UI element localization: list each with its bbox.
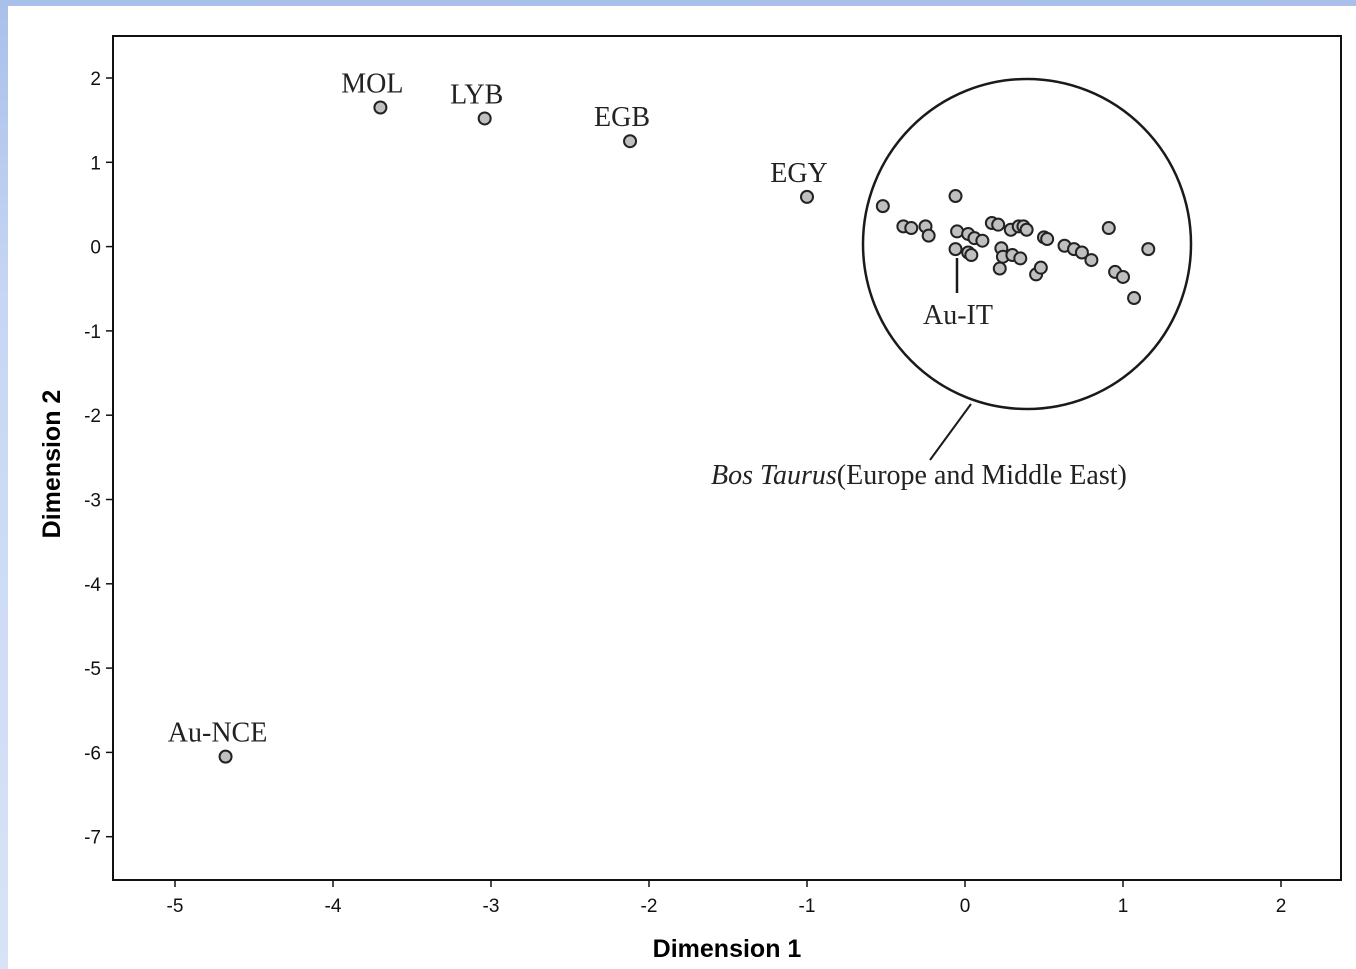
x-axis: -5 -4 -3 -2 -1 0 1 2 — [167, 880, 1287, 917]
cluster-point — [1116, 269, 1130, 284]
x-tick-label: -1 — [799, 896, 816, 917]
labeled-point — [218, 749, 233, 764]
cluster-point — [991, 217, 1006, 232]
cluster-point — [948, 242, 963, 257]
cluster-point — [1040, 232, 1055, 247]
cluster-point — [1013, 251, 1028, 266]
labeled-point — [477, 111, 492, 126]
y-axis: 2 1 0 -1 -2 -3 -4 -5 -6 -7 — [84, 69, 113, 849]
scatter-chart: 2 1 0 -1 -2 -3 -4 -5 -6 -7 -5 -4 -3 -2 -1 0 1 2 MOL LYB EG… — [38, 35, 1342, 963]
labeled-point — [373, 100, 388, 115]
cluster-point — [904, 221, 919, 236]
cluster-point — [921, 228, 936, 243]
y-tick-label: -6 — [84, 743, 101, 764]
cluster-point — [948, 189, 963, 204]
cluster-point — [1141, 242, 1156, 257]
group-label-italic: Bos Taurus — [711, 460, 837, 491]
labeled-point — [800, 189, 814, 204]
point-label: EGY — [770, 158, 828, 189]
cluster-point — [1084, 253, 1099, 268]
cluster-point — [992, 261, 1007, 276]
cluster-point — [1074, 245, 1089, 260]
plot-frame — [112, 35, 1342, 881]
point-label: EGB — [594, 102, 650, 133]
x-tick-label: 0 — [960, 896, 971, 917]
chart-figure: 2 1 0 -1 -2 -3 -4 -5 -6 -7 -5 -4 -3 -2 -1 0 1 2 MOL LYB EG… — [8, 6, 1356, 969]
y-axis-title: Dimension 2 — [38, 390, 66, 539]
point-label: Au-NCE — [168, 718, 268, 749]
cluster-point — [1127, 291, 1142, 306]
y-tick-label: 0 — [90, 238, 101, 259]
y-tick-label: -4 — [84, 575, 101, 596]
y-tick-label: -1 — [84, 322, 101, 343]
x-tick-label: 1 — [1118, 896, 1129, 917]
x-tick-label: -4 — [325, 896, 342, 917]
group-label-rest: (Europe and Middle East) — [837, 460, 1127, 491]
x-tick-label: 2 — [1276, 896, 1287, 917]
x-tick-label: -3 — [483, 896, 500, 917]
y-tick-label: -3 — [84, 491, 101, 512]
group-label: Bos Taurus(Europe and Middle East) — [711, 460, 1127, 491]
group-leader-line — [929, 403, 972, 461]
labeled-point — [623, 134, 638, 149]
cluster-point — [875, 199, 890, 214]
x-tick-label: -5 — [167, 896, 184, 917]
cluster-point — [1033, 260, 1048, 275]
y-tick-label: 2 — [90, 69, 101, 90]
cluster-point — [964, 248, 979, 263]
cluster-circle — [861, 77, 1193, 411]
y-tick-label: -7 — [84, 828, 101, 849]
x-tick-label: -2 — [641, 896, 658, 917]
cluster-label: Au-IT — [923, 300, 993, 331]
data-points — [218, 100, 1156, 764]
cluster-point — [1019, 222, 1034, 237]
cluster-point — [975, 233, 990, 248]
cluster-point — [1101, 221, 1116, 236]
y-tick-label: 1 — [90, 153, 101, 174]
point-label: LYB — [450, 79, 503, 110]
point-label: MOL — [341, 69, 403, 100]
cluster-point — [950, 224, 965, 239]
x-axis-title: Dimension 1 — [653, 935, 802, 963]
y-tick-label: -5 — [84, 659, 101, 680]
y-tick-label: -2 — [84, 406, 101, 427]
point-labels: MOL LYB EGB EGY Au-NCE — [168, 69, 828, 749]
